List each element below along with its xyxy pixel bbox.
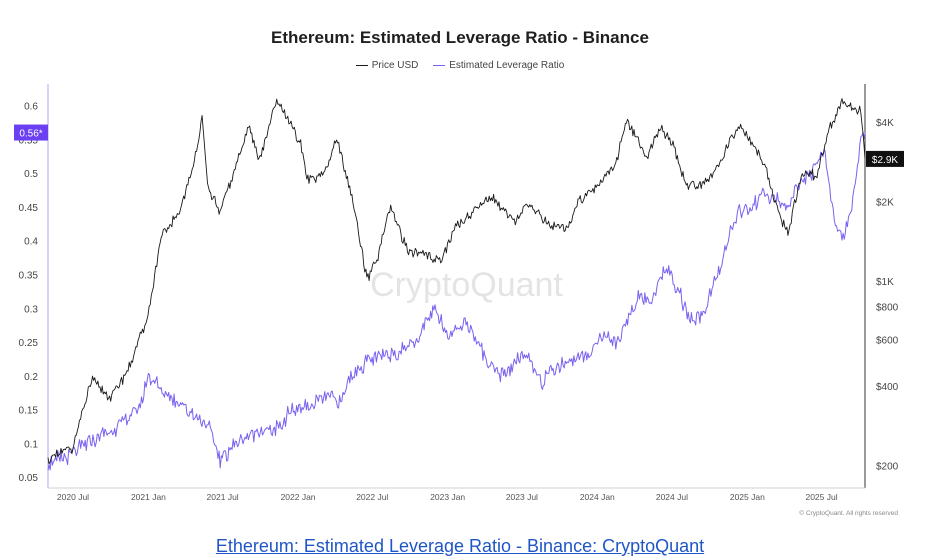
left-tick-label-10: 0.55 [19, 135, 39, 146]
x-tick-label-3: 2022 Jan [281, 492, 316, 502]
x-tick-label-5: 2023 Jan [430, 492, 465, 502]
left-tick-label-9: 0.5 [24, 169, 38, 180]
x-tick-label-9: 2025 Jan [730, 492, 765, 502]
price-current-badge [866, 150, 904, 167]
right-tick-label-0: $200 [876, 461, 899, 472]
legend-swatch-price [355, 65, 368, 66]
left-tick-label-2: 0.15 [19, 406, 39, 417]
x-tick-label-10: 2025 Jul [805, 492, 837, 502]
x-tick-label-1: 2021 Jan [131, 492, 166, 502]
left-tick-label-11: 0.6 [24, 102, 38, 113]
right-tick-label-6: $4K [876, 118, 894, 129]
left-tick-label-0: 0.05 [19, 473, 39, 484]
series-line-estimated-leverage-ratio [47, 131, 866, 471]
right-tick-label-3: $800 [876, 303, 899, 314]
left-tick-label-4: 0.25 [19, 338, 39, 349]
right-tick-label-1: $400 [876, 382, 899, 393]
right-tick-label-5: $2K [876, 198, 894, 209]
series-line-price-usd [47, 98, 866, 465]
legend: Price USD Estimated Leverage Ratio [0, 58, 920, 71]
x-tick-label-4: 2022 Jul [356, 492, 388, 502]
price-current-badge-label: $2.9K [872, 155, 898, 166]
left-tick-label-6: 0.35 [19, 270, 39, 281]
x-tick-label-2: 2021 Jul [207, 492, 239, 502]
left-tick-label-5: 0.3 [24, 304, 38, 315]
legend-entry-price[interactable]: Price USD [355, 60, 419, 71]
right-tick-label-2: $600 [876, 335, 899, 346]
left-tick-label-7: 0.4 [24, 237, 38, 248]
legend-swatch-ratio [433, 65, 446, 66]
legend-entry-ratio[interactable]: Estimated Leverage Ratio [433, 60, 564, 71]
left-tick-label-3: 0.2 [24, 372, 38, 383]
ratio-current-badge [14, 124, 48, 141]
ratio-current-badge-label: 0.56* [19, 129, 42, 140]
chart-title: Ethereum: Estimated Leverage Ratio - Bin… [271, 28, 649, 47]
x-tick-label-7: 2024 Jan [580, 492, 615, 502]
x-tick-label-8: 2024 Jul [656, 492, 688, 502]
copyright-text: © CryptoQuant. All rights reserved [799, 510, 898, 517]
left-tick-label-1: 0.1 [24, 439, 38, 450]
x-tick-label-0: 2020 Jul [57, 492, 89, 502]
left-tick-label-8: 0.45 [19, 203, 39, 214]
watermark-text: CryptoQuant [370, 266, 563, 304]
legend-label-ratio: Estimated Leverage Ratio [449, 60, 565, 71]
chart-plot[interactable]: CryptoQuant 0.05 0.1 0.15 0.2 0.25 0.3 0.35 0.4 0… [0, 0, 940, 530]
x-tick-label-6: 2023 Jul [506, 492, 538, 502]
right-tick-label-4: $1K [876, 277, 894, 288]
legend-label-price: Price USD [371, 60, 419, 71]
source-caption-link[interactable]: Ethereum: Estimated Leverage Ratio - Bin… [215, 536, 705, 556]
